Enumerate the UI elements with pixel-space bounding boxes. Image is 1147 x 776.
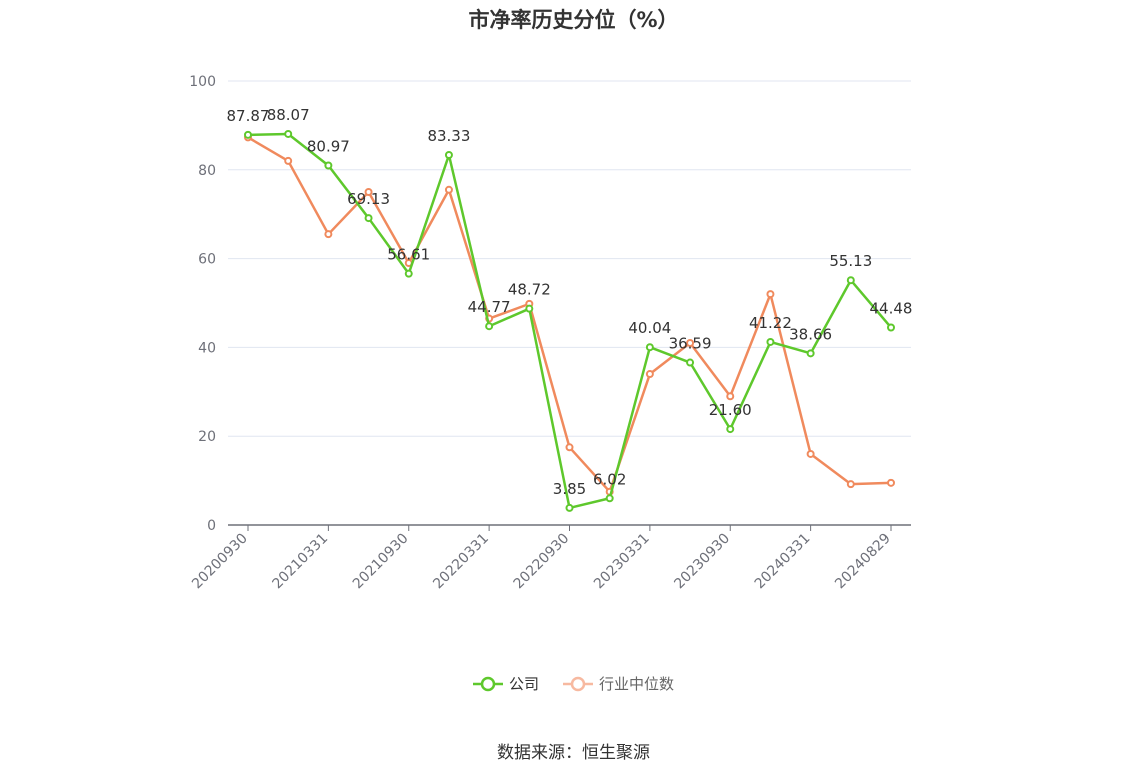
data-label-company: 41.22: [749, 314, 792, 332]
data-point-company: [766, 337, 775, 346]
x-tick-label: 20230331: [591, 531, 653, 593]
data-point-company: [525, 304, 534, 313]
data-point-industry: [726, 392, 735, 401]
data-point-company: [485, 322, 494, 331]
series-line-industry: [247, 136, 892, 493]
x-tick-label: 20240331: [752, 531, 814, 593]
data-label-company: 3.85: [553, 480, 586, 498]
legend-industry-label: 行业中位数: [599, 675, 675, 693]
x-tick-label: 20210331: [269, 531, 331, 593]
source-text: 数据来源：恒生聚源: [497, 743, 650, 763]
data-point-company: [404, 269, 413, 278]
x-tick-label: 20200930: [189, 531, 251, 593]
data-point-industry: [324, 230, 333, 239]
y-tick-label: 20: [198, 429, 216, 445]
data-label-company: 6.02: [593, 470, 626, 488]
data-point-company: [645, 343, 654, 352]
data-label-company: 69.13: [347, 190, 390, 208]
legend: 公司 行业中位数: [0, 673, 1147, 694]
data-label-company: 48.72: [508, 281, 551, 299]
data-label-company: 21.60: [709, 401, 752, 419]
data-point-company: [244, 130, 252, 139]
legend-item-company[interactable]: 公司: [472, 673, 539, 694]
x-tick-label: 20230930: [671, 531, 733, 593]
data-point-company: [444, 151, 453, 160]
data-label-company: 36.59: [669, 335, 712, 353]
data-point-company: [806, 349, 815, 358]
data-point-company: [726, 425, 735, 434]
data-point-company: [364, 214, 373, 223]
series-line-company: [247, 132, 892, 510]
data-point-company: [686, 358, 695, 367]
data-label-company: 40.04: [628, 319, 671, 337]
data-label-company: 80.97: [307, 137, 350, 155]
data-point-company: [887, 323, 895, 332]
data-label-company: 55.13: [829, 252, 872, 270]
x-tick-label: 20240829: [832, 531, 894, 593]
data-label-company: 87.87: [227, 107, 270, 125]
data-point-industry: [645, 370, 654, 379]
data-point-industry: [444, 185, 453, 194]
x-tick-label: 20220930: [511, 531, 573, 593]
data-point-industry: [364, 188, 373, 196]
data-point-industry: [766, 290, 775, 299]
data-label-company: 44.48: [870, 300, 913, 318]
legend-company-label: 公司: [508, 675, 539, 693]
x-tick-label: 20210930: [350, 531, 412, 593]
data-point-industry: [887, 478, 895, 487]
chart-title: 市净率历史分位（%）: [468, 8, 679, 32]
legend-company-marker-icon: [472, 676, 503, 691]
data-point-industry: [686, 338, 695, 347]
x-tick-label: 20220331: [430, 531, 492, 593]
y-tick-label: 40: [198, 340, 216, 356]
data-point-company: [324, 161, 333, 170]
data-point-company: [565, 503, 574, 512]
data-label-company: 44.77: [468, 298, 511, 316]
data-label-company: 38.66: [789, 325, 832, 343]
y-tick-label: 100: [189, 74, 216, 90]
data-point-company: [846, 276, 855, 285]
data-point-industry: [846, 480, 855, 489]
data-point-company: [605, 494, 614, 503]
data-point-industry: [284, 156, 293, 165]
y-tick-label: 60: [198, 252, 216, 268]
legend-industry-marker-icon: [563, 676, 593, 691]
legend-item-industry[interactable]: 行业中位数: [563, 673, 674, 694]
data-label-company: 56.61: [387, 246, 430, 264]
data-label-company: 88.07: [267, 106, 310, 124]
data-point-industry: [565, 443, 574, 452]
data-point-industry: [806, 449, 815, 458]
data-point-company: [284, 129, 293, 138]
y-tick-label: 0: [207, 518, 216, 534]
y-tick-label: 80: [198, 163, 216, 179]
data-label-company: 83.33: [427, 127, 470, 145]
